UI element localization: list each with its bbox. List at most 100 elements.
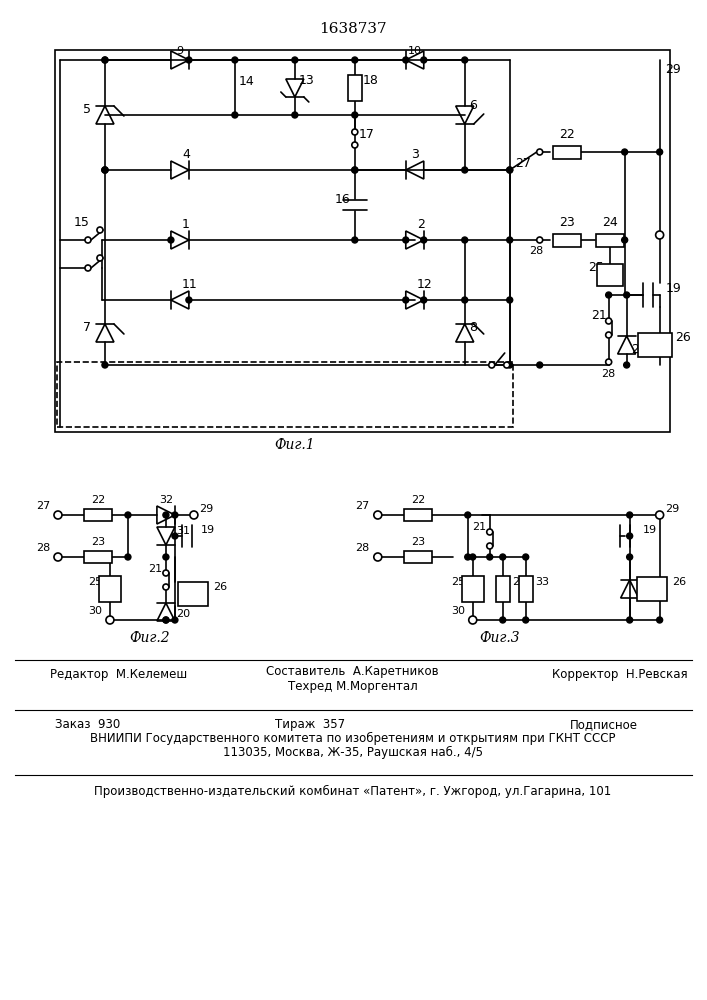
Bar (348, 75, 362, 101)
Circle shape (172, 512, 178, 518)
Circle shape (486, 529, 493, 535)
Bar (553, 233, 580, 246)
Circle shape (486, 543, 493, 549)
Text: 25: 25 (588, 261, 604, 274)
Text: 25: 25 (88, 577, 102, 587)
Circle shape (85, 237, 91, 243)
Text: 2: 2 (416, 218, 425, 231)
Text: 28: 28 (530, 246, 544, 256)
Text: 26: 26 (213, 582, 227, 592)
Text: 21: 21 (590, 309, 607, 322)
Circle shape (125, 554, 131, 560)
Circle shape (606, 292, 612, 298)
Text: 30: 30 (88, 606, 102, 616)
Circle shape (655, 511, 664, 519)
Circle shape (606, 359, 612, 365)
Text: 14: 14 (239, 75, 255, 88)
Text: Фиг.1: Фиг.1 (274, 438, 315, 452)
Text: 24: 24 (602, 216, 617, 229)
Circle shape (352, 167, 358, 173)
Text: 27: 27 (36, 501, 50, 511)
Circle shape (469, 616, 477, 624)
Text: 22: 22 (411, 495, 425, 505)
Text: 23: 23 (559, 216, 575, 229)
Bar (84, 551, 112, 563)
Bar (178, 582, 208, 606)
Text: 23: 23 (411, 537, 425, 547)
Circle shape (163, 512, 169, 518)
Circle shape (374, 553, 382, 561)
Text: 3: 3 (411, 148, 419, 161)
Text: 23: 23 (91, 537, 105, 547)
Circle shape (421, 237, 427, 243)
Circle shape (232, 57, 238, 63)
Circle shape (102, 362, 108, 368)
Bar (55, 50, 670, 432)
Text: 20: 20 (176, 609, 190, 619)
Circle shape (292, 112, 298, 118)
Circle shape (522, 617, 529, 623)
Circle shape (464, 512, 471, 518)
Text: Заказ  930: Заказ 930 (55, 718, 120, 731)
Text: Редактор  М.Келемеш: Редактор М.Келемеш (50, 668, 187, 681)
Text: 31: 31 (176, 526, 190, 536)
Text: Производственно-издательский комбинат «Патент», г. Ужгород, ул.Гагарина, 101: Производственно-издательский комбинат «П… (94, 785, 612, 798)
Text: 1: 1 (182, 218, 189, 231)
Text: 13: 13 (299, 74, 315, 87)
Circle shape (507, 167, 513, 173)
Text: 28: 28 (36, 543, 50, 553)
Text: 29: 29 (665, 504, 679, 514)
Text: ВНИИПИ Государственного комитета по изобретениям и открытиям при ГКНТ СССР: ВНИИПИ Государственного комитета по изоб… (90, 732, 616, 745)
Circle shape (190, 511, 198, 519)
Circle shape (54, 553, 62, 561)
Text: 6: 6 (469, 99, 477, 112)
Circle shape (503, 362, 510, 368)
Text: 22: 22 (90, 495, 105, 505)
Bar (636, 577, 667, 601)
Circle shape (352, 112, 358, 118)
Circle shape (621, 237, 628, 243)
Text: 33: 33 (534, 577, 549, 587)
Text: 9: 9 (176, 46, 183, 56)
Circle shape (626, 554, 633, 560)
Text: 27: 27 (356, 501, 370, 511)
Circle shape (232, 112, 238, 118)
Circle shape (486, 554, 493, 560)
Circle shape (507, 237, 513, 243)
Text: Техред М.Моргентал: Техред М.Моргентал (288, 680, 418, 693)
Circle shape (462, 297, 468, 303)
Circle shape (462, 57, 468, 63)
Text: Составитель  А.Каретников: Составитель А.Каретников (267, 665, 439, 678)
Bar (496, 576, 510, 602)
Bar (519, 576, 532, 602)
Circle shape (163, 617, 169, 623)
Circle shape (403, 237, 409, 243)
Circle shape (97, 255, 103, 261)
Text: 19: 19 (201, 525, 215, 535)
Bar (404, 509, 432, 521)
Circle shape (85, 265, 91, 271)
Text: 26: 26 (672, 577, 686, 587)
Text: 1638737: 1638737 (319, 22, 387, 36)
Circle shape (537, 149, 543, 155)
Circle shape (464, 554, 471, 560)
Text: 28: 28 (602, 369, 616, 379)
Circle shape (606, 332, 612, 338)
Bar (99, 576, 121, 602)
Text: 19: 19 (643, 525, 657, 535)
Circle shape (655, 231, 664, 239)
Bar (57, 362, 513, 427)
Circle shape (102, 57, 108, 63)
Circle shape (102, 167, 108, 173)
Text: Фиг.3: Фиг.3 (479, 631, 520, 645)
Text: Подписное: Подписное (570, 718, 638, 731)
Circle shape (102, 57, 108, 63)
Text: 25: 25 (451, 577, 465, 587)
Text: 27: 27 (515, 157, 530, 170)
Circle shape (172, 533, 178, 539)
Text: 17: 17 (359, 128, 375, 141)
Circle shape (462, 237, 468, 243)
Circle shape (657, 149, 662, 155)
Text: 16: 16 (335, 193, 351, 206)
Circle shape (624, 292, 630, 298)
